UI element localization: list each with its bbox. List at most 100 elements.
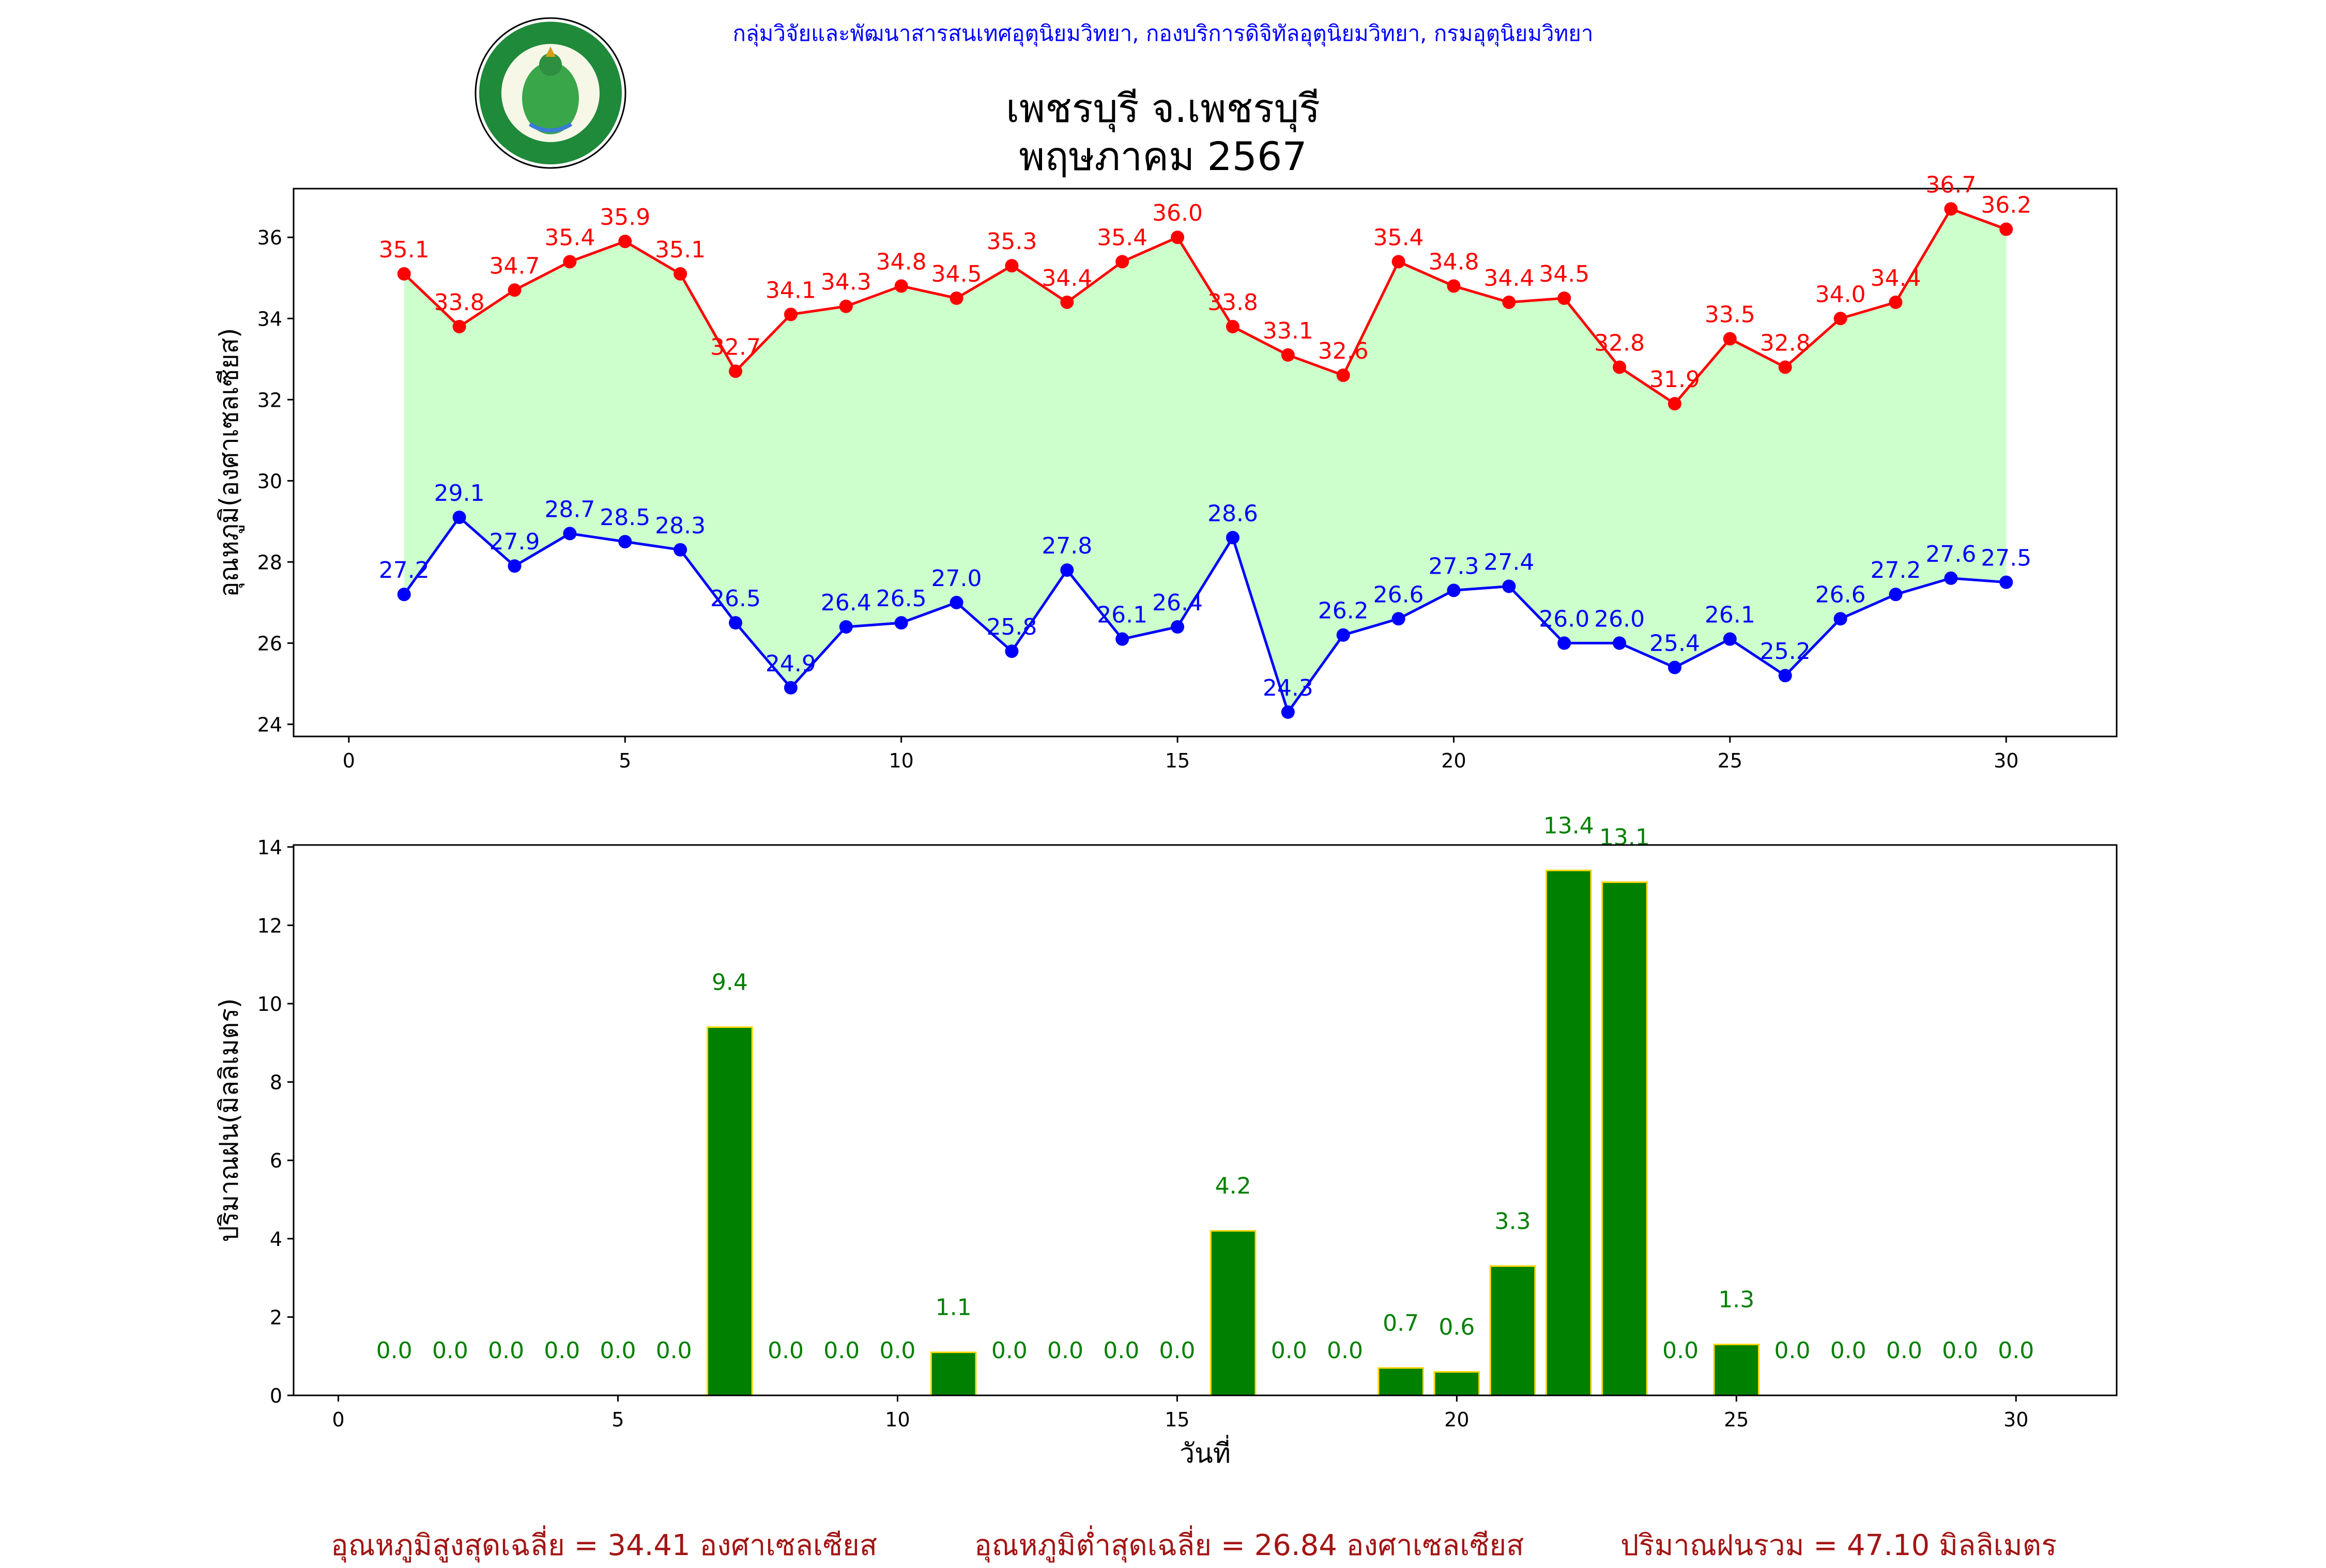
min-temp-point <box>1336 628 1350 642</box>
max-temp-value-label: 32.8 <box>1594 330 1645 356</box>
min-temp-point <box>1833 612 1847 626</box>
min-temp-point <box>1391 612 1405 626</box>
avg-max-temp-summary: อุณหภูมิสูงสุดเฉลี่ย = 34.41 องศาเซลเซีย… <box>331 1529 878 1562</box>
min-temp-value-label: 27.2 <box>1871 557 1921 583</box>
rain-x-tick-label: 5 <box>611 1408 624 1431</box>
min-temp-point <box>1723 632 1737 646</box>
chart-title-line2: พฤษภาคม 2567 <box>1019 133 1307 179</box>
rain-value-label: 0.0 <box>1662 1338 1698 1364</box>
max-temp-value-label: 33.8 <box>434 289 485 316</box>
min-temp-value-label: 28.6 <box>1207 500 1258 527</box>
min-temp-point <box>1502 579 1516 593</box>
min-temp-value-label: 28.7 <box>544 496 595 522</box>
rain-value-label: 0.0 <box>1942 1338 1978 1364</box>
temp-x-tick-label: 20 <box>1441 749 1466 772</box>
min-temp-point <box>1447 583 1461 597</box>
min-temp-value-label: 26.6 <box>1815 581 1866 608</box>
max-temp-value-label: 35.4 <box>1373 224 1424 251</box>
max-temp-point <box>563 255 577 269</box>
rain-bar <box>1433 1371 1480 1396</box>
rain-value-label: 13.1 <box>1599 824 1650 851</box>
rain-bar <box>1378 1367 1424 1396</box>
rain-y-tick-label: 12 <box>257 914 282 937</box>
max-temp-value-label: 34.7 <box>489 253 540 279</box>
min-temp-value-label: 24.9 <box>766 651 816 677</box>
temp-y-tick-label: 34 <box>257 308 282 330</box>
max-temp-point <box>1723 332 1737 346</box>
min-temp-value-label: 25.8 <box>986 614 1037 640</box>
min-temp-point <box>1115 632 1129 646</box>
min-temp-value-label: 27.8 <box>1042 533 1092 559</box>
rain-value-label: 0.0 <box>544 1338 580 1364</box>
min-temp-point <box>1005 644 1019 658</box>
rain-bar <box>1210 1230 1257 1396</box>
min-temp-point <box>839 620 853 634</box>
max-temp-point <box>1502 295 1516 309</box>
max-temp-value-label: 34.8 <box>876 249 927 275</box>
min-temp-point <box>1778 669 1792 683</box>
min-temp-value-label: 26.5 <box>710 586 761 612</box>
max-temp-value-label: 34.1 <box>766 277 816 303</box>
org-header: กลุ่มวิจัยและพัฒนาสารสนเทศอุตุนิยมวิทยา,… <box>732 21 1594 46</box>
min-temp-point <box>1999 575 2013 589</box>
min-temp-value-label: 26.0 <box>1539 606 1589 632</box>
min-temp-value-label: 25.4 <box>1649 631 1700 657</box>
rain-x-tick-label: 20 <box>1444 1408 1469 1431</box>
max-temp-value-label: 36.2 <box>1981 192 2031 219</box>
department-logo <box>473 16 628 171</box>
rain-value-label: 0.0 <box>376 1338 412 1364</box>
rain-bar <box>1545 869 1592 1396</box>
max-temp-point <box>1557 291 1571 305</box>
max-temp-value-label: 35.1 <box>379 237 430 263</box>
rain-value-label: 0.0 <box>823 1338 860 1364</box>
temp-plot-frame <box>293 188 2118 737</box>
max-temp-value-label: 34.8 <box>1428 249 1479 275</box>
max-temp-point <box>508 283 522 297</box>
rain-y-tick-label: 6 <box>270 1149 282 1172</box>
max-temp-point <box>1005 259 1019 273</box>
rain-y-tick-label: 0 <box>270 1385 282 1407</box>
rain-bar <box>707 1026 753 1396</box>
rain-x-tick-label: 0 <box>332 1408 344 1431</box>
temp-y-tick-label: 30 <box>257 470 282 493</box>
max-temp-point <box>894 279 908 293</box>
temp-y-tick-label: 26 <box>257 632 282 655</box>
rain-x-tick-label: 15 <box>1165 1408 1189 1431</box>
rain-value-label: 0.0 <box>600 1338 636 1364</box>
min-temp-point <box>784 681 798 695</box>
min-temp-value-label: 27.2 <box>379 557 430 583</box>
min-temp-line <box>403 515 2007 715</box>
min-temp-value-label: 28.5 <box>600 504 650 531</box>
max-temp-value-label: 34.0 <box>1815 281 1866 308</box>
min-temp-value-label: 27.9 <box>489 529 540 555</box>
min-temp-point <box>950 595 963 609</box>
max-temp-point <box>1171 230 1185 244</box>
max-temp-point <box>1778 360 1792 374</box>
rain-value-label: 0.7 <box>1383 1310 1419 1336</box>
rain-y-tick-label: 14 <box>257 836 282 859</box>
temp-x-tick-label: 5 <box>619 749 631 772</box>
min-temp-point <box>1557 636 1571 650</box>
max-temp-value-label: 32.6 <box>1318 338 1369 364</box>
temp-range-fill <box>404 209 2007 712</box>
min-temp-point <box>508 559 522 573</box>
min-temp-point <box>674 543 687 557</box>
min-temp-point <box>1226 531 1239 545</box>
min-temp-point <box>452 511 466 524</box>
rain-value-label: 0.0 <box>1830 1338 1866 1364</box>
rain-x-tick-label: 30 <box>2003 1408 2028 1431</box>
min-temp-point <box>1613 636 1627 650</box>
max-temp-value-label: 35.3 <box>986 228 1037 255</box>
rain-y-tick-label: 8 <box>270 1071 282 1094</box>
rain-y-tick-label: 2 <box>270 1306 282 1329</box>
rain-bar <box>1601 881 1648 1396</box>
rain-value-label: 13.4 <box>1543 812 1594 839</box>
rain-value-label: 3.3 <box>1495 1208 1531 1235</box>
max-temp-value-label: 35.9 <box>600 204 650 230</box>
rain-value-label: 0.0 <box>1103 1338 1139 1364</box>
min-temp-value-label: 26.4 <box>821 590 871 616</box>
rain-value-label: 0.0 <box>768 1338 804 1364</box>
rain-value-label: 0.0 <box>1327 1338 1363 1364</box>
min-temp-point <box>618 535 632 549</box>
